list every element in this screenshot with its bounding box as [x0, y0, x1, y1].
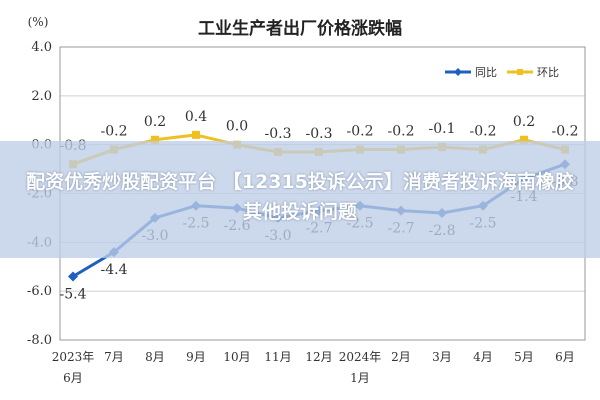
legend-label: 环比: [537, 66, 559, 79]
data-label-mom: -0.2: [470, 124, 497, 140]
y-tick-label: -8.0: [27, 333, 52, 348]
y-tick-label: 4.0: [31, 40, 52, 55]
chart-title: 工业生产者出厂价格涨跌幅: [198, 18, 402, 39]
x-tick-label: 8月: [145, 350, 165, 364]
data-label-mom: 0.2: [513, 114, 535, 130]
data-label-mom: -0.2: [347, 124, 374, 140]
data-label-mom: 0.2: [144, 114, 166, 130]
y-tick-label: -6.0: [27, 284, 52, 299]
x-tick-label: 2月: [391, 350, 411, 364]
x-tick-label: 2024年: [339, 350, 382, 364]
data-label-yoy: -5.4: [60, 287, 87, 303]
x-tick-label: 5月: [514, 350, 534, 364]
data-label-yoy: -4.4: [101, 262, 128, 278]
x-tick-label: 11月: [264, 350, 291, 364]
x-tick-label: 7月: [104, 350, 124, 364]
x-tick-label: 12月: [305, 350, 332, 364]
data-label-mom: -0.3: [306, 126, 333, 142]
x-tick-label: 10月: [223, 350, 250, 364]
legend-marker: [517, 69, 523, 75]
legend-label: 同比: [475, 66, 497, 79]
data-label-mom: -0.1: [429, 121, 456, 137]
x-tick-label: 4月: [473, 350, 493, 364]
data-point-mom: [151, 135, 159, 144]
x-tick-label: 1月: [350, 371, 370, 385]
y-tick-label: 2.0: [31, 89, 52, 104]
data-label-mom: -0.2: [388, 124, 415, 140]
data-label-mom: -0.3: [265, 126, 292, 142]
data-point-mom: [192, 130, 200, 139]
overlay-banner: [0, 141, 600, 258]
legend-marker: [454, 68, 462, 76]
y-axis-unit: (%): [28, 15, 49, 29]
data-label-mom: 0.0: [226, 119, 248, 135]
x-tick-label: 2023年: [52, 350, 95, 364]
data-label-mom: -0.2: [101, 124, 128, 140]
data-label-mom: -0.2: [552, 124, 579, 140]
x-tick-label: 3月: [432, 350, 452, 364]
x-tick-label: 9月: [186, 350, 206, 364]
data-point-mom: [520, 135, 528, 144]
data-point-yoy: [68, 271, 78, 282]
x-tick-label: 6月: [555, 350, 575, 364]
overlay-text: 配资优秀炒股配资平台 【12315投诉公示】消费者投诉海南橡胶其他投诉问题: [26, 171, 574, 223]
data-label-mom: 0.4: [185, 109, 207, 125]
x-tick-label: 6月: [63, 371, 83, 385]
